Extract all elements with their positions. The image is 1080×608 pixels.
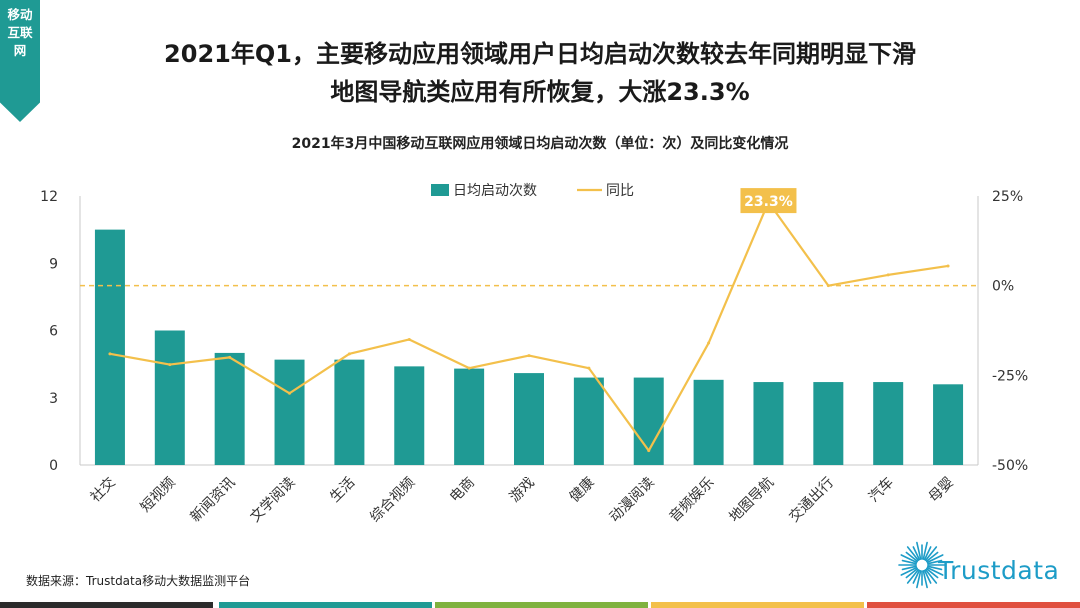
x-category-label: 地图导航 — [726, 475, 777, 526]
footer-segment — [219, 602, 432, 608]
logo-text: Trustdata — [938, 556, 1060, 585]
y-right-tick-label: 25% — [992, 189, 1023, 205]
bar — [514, 373, 544, 465]
yoy-point — [587, 366, 591, 370]
x-category-label: 生活 — [327, 475, 358, 506]
bar — [394, 366, 425, 465]
yoy-point — [407, 337, 411, 341]
page-title-line1: 2021年Q1，主要移动应用领域用户日均启动次数较去年同期明显下滑 — [164, 40, 916, 68]
yoy-point — [108, 352, 112, 356]
page-title-line2: 地图导航类应用有所恢复，大涨23.3% — [330, 78, 750, 106]
yoy-point — [946, 264, 950, 268]
y-right-tick-label: -50% — [992, 458, 1028, 474]
x-category-label: 音频娱乐 — [666, 474, 718, 526]
corner-tag-text: 移动互联网 — [7, 7, 33, 58]
x-category-label: 文学阅读 — [247, 474, 299, 526]
bar — [274, 359, 305, 465]
x-category-label: 游戏 — [507, 475, 538, 506]
yoy-point — [647, 449, 651, 453]
footer-segment — [651, 602, 864, 608]
y-left-tick-label: 6 — [49, 324, 58, 340]
footer-segment — [867, 602, 1080, 608]
yoy-point — [826, 284, 830, 288]
bar — [214, 352, 245, 465]
corner-tag — [0, 0, 40, 122]
x-category-label: 综合视频 — [367, 475, 418, 526]
footer-segment — [435, 602, 648, 608]
y-right-tick-label: -25% — [992, 368, 1028, 384]
x-category-label: 健康 — [566, 474, 598, 506]
bar — [334, 359, 365, 465]
y-right-tick-label: 0% — [992, 279, 1014, 295]
y-left-tick-label: 0 — [49, 458, 58, 474]
legend-label-bar: 日均启动次数 — [453, 183, 537, 199]
x-category-label: 母婴 — [926, 475, 957, 506]
yoy-point — [228, 355, 232, 359]
yoy-point — [467, 366, 471, 370]
x-category-label: 社交 — [87, 474, 119, 506]
x-category-label: 动漫阅读 — [606, 474, 658, 526]
bar — [94, 229, 125, 465]
yoy-point — [288, 391, 292, 395]
x-category-label: 新闻资讯 — [188, 475, 239, 526]
chart-subtitle: 2021年3月中国移动互联网应用领域日均启动次数（单位：次）及同比变化情况 — [291, 136, 789, 152]
annotation-box — [740, 188, 797, 214]
yoy-point — [347, 352, 351, 356]
data-source: 数据来源：Trustdata移动大数据监测平台 — [26, 574, 251, 588]
legend-swatch-bar — [431, 184, 449, 196]
bar — [753, 382, 784, 465]
x-category-label: 交通出行 — [786, 474, 838, 526]
x-category-label: 短视频 — [138, 475, 179, 516]
bar — [813, 382, 844, 465]
bar — [154, 330, 185, 465]
y-left-tick-label: 9 — [49, 256, 58, 272]
yoy-point — [707, 341, 711, 345]
legend-label-line: 同比 — [606, 183, 634, 199]
x-category-label: 电商 — [447, 475, 478, 506]
yoy-point — [527, 354, 531, 358]
x-category-label: 汽车 — [865, 474, 897, 506]
bar — [454, 368, 485, 465]
yoy-point — [168, 363, 172, 367]
bar — [573, 377, 604, 465]
annotation-label: 23.3% — [744, 194, 793, 210]
footer-segment — [0, 602, 213, 608]
y-left-tick-label: 3 — [49, 391, 58, 407]
bar — [873, 382, 904, 465]
y-left-tick-label: 12 — [40, 189, 58, 205]
bar — [693, 379, 724, 465]
yoy-point — [886, 273, 890, 277]
trustdata-logo-icon — [898, 541, 946, 589]
bar — [933, 384, 964, 465]
